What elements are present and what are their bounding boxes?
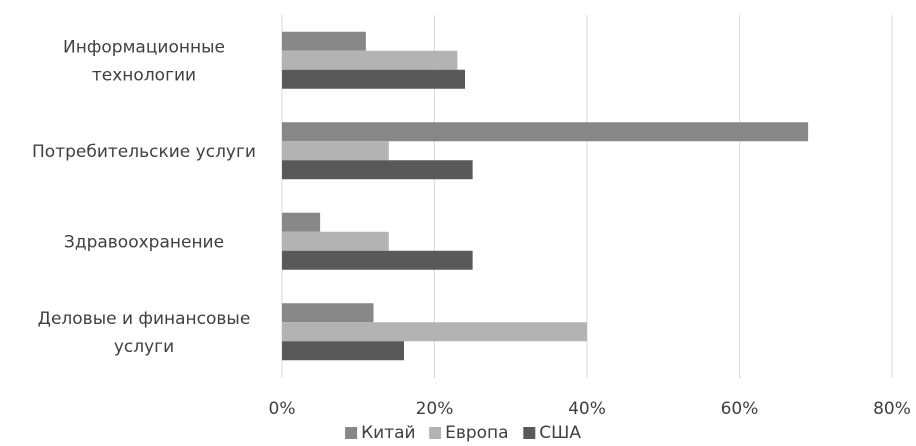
category-label: Информационные [63,37,225,57]
bar-Китай-0 [282,31,366,51]
category-label: Потребительские услуги [32,142,256,162]
legend-swatch [523,427,536,439]
legend-label: Европа [445,423,508,443]
bar-США-0 [282,69,465,89]
x-tick-label: 80% [873,399,911,419]
x-tick-label: 60% [721,399,759,419]
legend-swatch [345,427,358,439]
legend-label: США [539,423,581,443]
bar-США-2 [282,250,473,270]
category-label: технологии [92,65,196,85]
x-tick-label: 20% [416,399,454,419]
bar-США-3 [282,341,404,361]
bar-Европа-1 [282,141,389,161]
bar-Европа-3 [282,322,587,342]
x-axis-ticks: 0% 20% 40% 60% 80% [269,399,911,419]
category-labels: Информационные технологии Потребительские … [32,37,256,357]
category-label: услуги [114,337,174,357]
category-label: Здравоохранение [64,232,224,252]
x-tick-label: 0% [269,399,296,419]
bar-Европа-0 [282,50,458,70]
legend-swatch [429,427,442,439]
bar-Европа-2 [282,231,389,251]
bar-США-1 [282,160,473,180]
legend-label: Китай [361,423,416,443]
bar-Китай-3 [282,303,374,323]
bars [282,31,809,361]
category-label: Деловые и финансовые [38,309,251,329]
bar-Китай-2 [282,212,321,232]
bar-Китай-1 [282,122,809,142]
x-tick-label: 40% [568,399,606,419]
legend: Китай Европа США [345,423,581,443]
